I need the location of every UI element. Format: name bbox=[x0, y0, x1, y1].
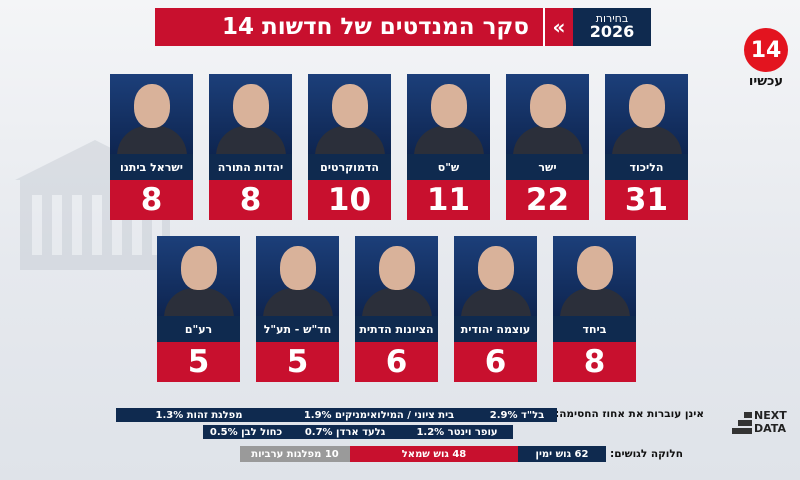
portrait-body bbox=[413, 126, 484, 154]
seat-count-bar: 5 bbox=[157, 342, 240, 382]
threshold-label: אינן עוברות את אחוז החסימה: bbox=[555, 408, 704, 420]
portrait-body bbox=[262, 288, 333, 316]
threshold-item: עופר וינטר 1.2% bbox=[401, 425, 513, 439]
leader-portrait bbox=[454, 236, 537, 316]
threshold-item: כחול לבן 0.5% bbox=[203, 425, 289, 439]
party-name-label: הליכוד bbox=[605, 154, 688, 180]
channel-logo-sub: עכשיו bbox=[748, 74, 784, 89]
seat-count-bar: 10 bbox=[308, 180, 391, 220]
party-card: יהדות התורה 8 bbox=[209, 74, 292, 220]
party-card: ישראל ביתנו 8 bbox=[110, 74, 193, 220]
portrait-body bbox=[611, 126, 682, 154]
party-name-label: חד"ש - תע"ל bbox=[256, 316, 339, 342]
leader-portrait bbox=[209, 74, 292, 154]
leader-portrait bbox=[407, 74, 490, 154]
election-year-badge: בחירות 2026 bbox=[573, 8, 651, 46]
party-card: הדמוקרטים 10 bbox=[308, 74, 391, 220]
party-name-label: הדמוקרטים bbox=[308, 154, 391, 180]
blocs-label: חלוקה לגושים: bbox=[610, 448, 683, 460]
leader-portrait bbox=[553, 236, 636, 316]
leader-portrait bbox=[308, 74, 391, 154]
party-card: הציונות הדתית 6 bbox=[355, 236, 438, 382]
seat-count-bar: 8 bbox=[209, 180, 292, 220]
party-name-label: הציונות הדתית bbox=[355, 316, 438, 342]
election-label: בחירות bbox=[595, 11, 629, 25]
seat-count-bar: 5 bbox=[256, 342, 339, 382]
leader-portrait bbox=[506, 74, 589, 154]
leader-portrait bbox=[256, 236, 339, 316]
leader-portrait bbox=[355, 236, 438, 316]
seat-count-bar: 6 bbox=[355, 342, 438, 382]
bloc-left-bar: 48 גוש שמאל bbox=[350, 446, 518, 462]
leader-portrait bbox=[110, 74, 193, 154]
portrait-head bbox=[430, 84, 467, 128]
leader-portrait bbox=[157, 236, 240, 316]
portrait-head bbox=[232, 84, 269, 128]
seat-count-bar: 22 bbox=[506, 180, 589, 220]
portrait-head bbox=[279, 246, 316, 290]
nextdata-logo: NEXT DATA bbox=[732, 409, 792, 440]
seat-count-bar: 31 bbox=[605, 180, 688, 220]
seat-count-bar: 11 bbox=[407, 180, 490, 220]
party-card: ישר 22 bbox=[506, 74, 589, 220]
party-name-label: ישראל ביתנו bbox=[110, 154, 193, 180]
portrait-head bbox=[180, 246, 217, 290]
portrait-head bbox=[628, 84, 665, 128]
bloc-arab-bar: 10 מפלגות ערביות bbox=[240, 446, 350, 462]
portrait-head bbox=[529, 84, 566, 128]
portrait-head bbox=[133, 84, 170, 128]
party-card: הליכוד 31 bbox=[605, 74, 688, 220]
party-name-label: יהדות התורה bbox=[209, 154, 292, 180]
seat-count-bar: 8 bbox=[110, 180, 193, 220]
party-name-label: רע"ם bbox=[157, 316, 240, 342]
nextdata-bars-icon bbox=[732, 412, 752, 434]
leader-portrait bbox=[605, 74, 688, 154]
portrait-head bbox=[477, 246, 514, 290]
threshold-item: בל"ד 2.9% bbox=[477, 408, 557, 422]
chart-header: סקר המנדטים של חדשות 14 « בחירות 2026 bbox=[155, 8, 651, 46]
election-year: 2026 bbox=[589, 22, 635, 42]
portrait-body bbox=[215, 126, 286, 154]
portrait-body bbox=[314, 126, 385, 154]
nextdata-text: NEXT DATA bbox=[754, 409, 787, 435]
party-name-label: עוצמה יהודית bbox=[454, 316, 537, 342]
party-card: עוצמה יהודית 6 bbox=[454, 236, 537, 382]
portrait-body bbox=[116, 126, 187, 154]
party-name-label: ישר bbox=[506, 154, 589, 180]
seat-count-bar: 6 bbox=[454, 342, 537, 382]
threshold-item: גלעד ארדן 0.7% bbox=[287, 425, 403, 439]
party-name-label: ש"ס bbox=[407, 154, 490, 180]
party-card: חד"ש - תע"ל 5 bbox=[256, 236, 339, 382]
chart-title: סקר המנדטים של חדשות 14 bbox=[155, 8, 543, 46]
portrait-body bbox=[460, 288, 531, 316]
portrait-body bbox=[163, 288, 234, 316]
double-chevron-icon: « bbox=[543, 8, 573, 46]
party-card: ש"ס 11 bbox=[407, 74, 490, 220]
portrait-body bbox=[512, 126, 583, 154]
threshold-item: מפלגת זהות 1.3% bbox=[116, 408, 282, 422]
seat-count-bar: 8 bbox=[553, 342, 636, 382]
portrait-body bbox=[361, 288, 432, 316]
portrait-head bbox=[576, 246, 613, 290]
channel-14-logo: 14 bbox=[744, 28, 788, 72]
party-card: רע"ם 5 bbox=[157, 236, 240, 382]
threshold-item: בית ציוני / המילואימניקים 1.9% bbox=[280, 408, 478, 422]
party-name-label: ביחד bbox=[553, 316, 636, 342]
portrait-head bbox=[331, 84, 368, 128]
bloc-right-bar: 62 גוש ימין bbox=[518, 446, 606, 462]
portrait-body bbox=[559, 288, 630, 316]
party-card: ביחד 8 bbox=[553, 236, 636, 382]
portrait-head bbox=[378, 246, 415, 290]
